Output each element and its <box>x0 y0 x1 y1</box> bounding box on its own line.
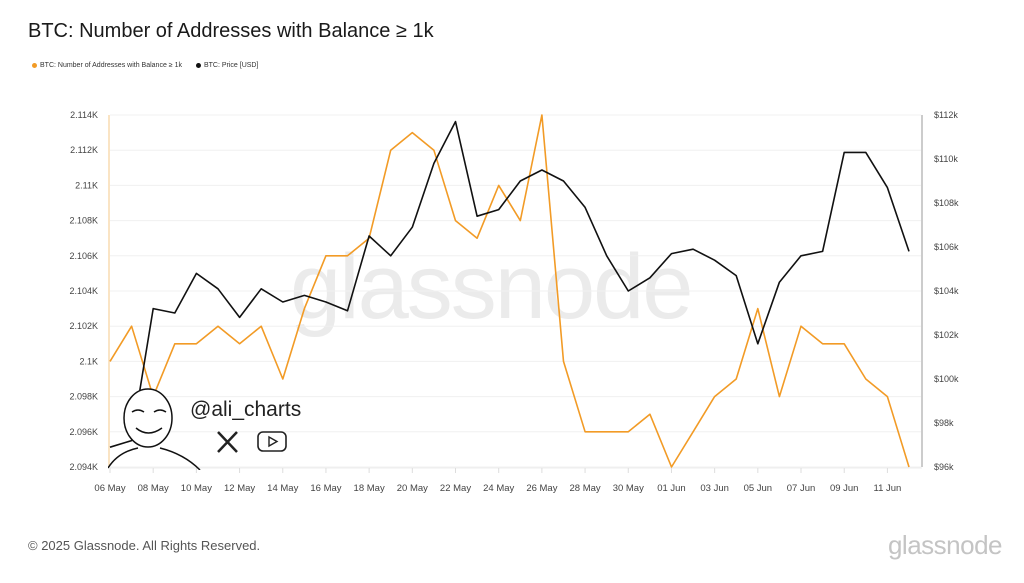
legend-dot-addresses <box>32 63 37 68</box>
y-left-tick-label: 2.114K <box>70 110 98 120</box>
y-right-tick-label: $102k <box>934 330 959 340</box>
x-tick-label: 26 May <box>526 483 557 494</box>
y-right-tick-label: $106k <box>934 242 959 252</box>
grid <box>110 114 921 468</box>
legend-item-addresses[interactable]: BTC: Number of Addresses with Balance ≥ … <box>32 62 182 69</box>
x-tick-label: 24 May <box>483 483 514 494</box>
x-tick-label: 11 Jun <box>873 483 901 494</box>
x-tick-label: 05 Jun <box>744 483 773 494</box>
series-line-price <box>109 120 910 448</box>
copyright: © 2025 Glassnode. All Rights Reserved. <box>28 538 261 553</box>
y-right-tick-label: $98k <box>934 418 954 428</box>
y-left-tick-label: 2.098K <box>69 392 98 402</box>
x-tick-label: 18 May <box>354 483 385 494</box>
handle-text: @ali_charts <box>190 398 302 421</box>
y-right-tick-label: $100k <box>934 374 959 384</box>
x-tick-label: 08 May <box>138 483 169 494</box>
x-logo-icon <box>217 431 238 453</box>
legend-dot-price <box>195 63 201 68</box>
x-tick-label: 16 May <box>310 483 341 494</box>
x-tick-label: 30 May <box>613 483 644 494</box>
y-right-tick-label: $104k <box>934 286 959 296</box>
legend-label-price: BTC: Price [USD] <box>203 62 259 69</box>
x-tick-label: 14 May <box>267 483 298 494</box>
x-tick-label: 01 Jun <box>657 483 686 494</box>
y-left-tick-label: 2.11K <box>75 180 98 190</box>
series-line-addresses <box>109 114 910 468</box>
legend-item-price[interactable]: BTC: Price [USD] <box>195 62 259 69</box>
y-left-tick-label: 2.112K <box>70 145 98 155</box>
x-tick-label: 10 May <box>181 483 212 494</box>
y-right-tick-label: $110k <box>934 154 958 164</box>
x-tick-label: 28 May <box>570 483 601 494</box>
y-left-tick-label: 2.106K <box>69 251 98 261</box>
x-tick-label: 06 May <box>94 483 125 494</box>
y-left-tick-label: 2.096K <box>69 427 98 437</box>
legend-label-addresses: BTC: Number of Addresses with Balance ≥ … <box>40 62 182 69</box>
y-right-tick-label: $112k <box>934 110 958 120</box>
axes: 2.094K 2.096K 2.098K 2.1K 2.102K 2.104K 2.106K… <box>69 110 959 494</box>
avatar-caricature <box>108 388 201 470</box>
y-left-tick-label: 2.094K <box>69 462 98 472</box>
x-tick-label: 22 May <box>440 483 471 494</box>
legend: BTC: Number of Addresses with Balance ≥ … <box>32 62 258 69</box>
y-right-tick-label: $96k <box>934 462 954 472</box>
series-group <box>109 114 910 468</box>
y-right-tick-label: $108k <box>934 198 959 208</box>
x-tick-label: 07 Jun <box>787 483 816 494</box>
youtube-icon <box>257 431 287 452</box>
glassnode-logo: glassnode <box>887 530 1003 560</box>
x-tick-label: 03 Jun <box>700 483 729 494</box>
x-tick-label: 09 Jun <box>830 483 859 494</box>
y-left-tick-label: 2.1K <box>79 356 98 366</box>
chart-title: BTC: Number of Addresses with Balance ≥ … <box>28 20 434 42</box>
y-left-tick-label: 2.104K <box>69 286 98 296</box>
y-left-tick-label: 2.108K <box>69 216 98 226</box>
y-left-tick-label: 2.102K <box>69 321 98 331</box>
x-tick-label: 20 May <box>397 483 428 494</box>
x-tick-label: 12 May <box>224 483 255 494</box>
